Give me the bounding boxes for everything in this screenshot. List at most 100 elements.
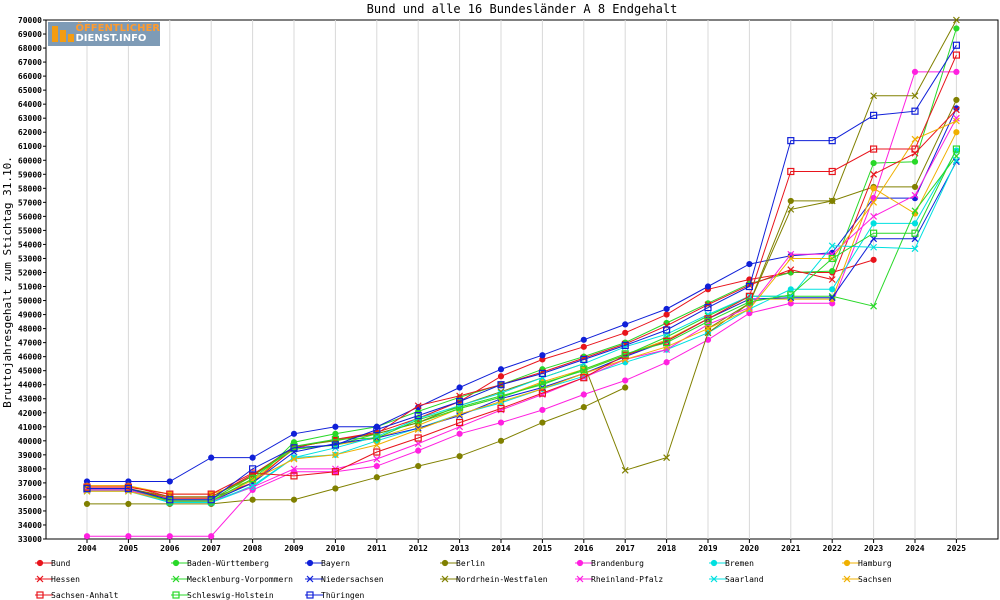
data-point bbox=[828, 242, 836, 250]
y-tick-label: 33000 bbox=[18, 535, 42, 544]
data-point bbox=[166, 533, 173, 540]
data-point bbox=[331, 441, 339, 449]
data-point bbox=[787, 167, 795, 176]
data-point bbox=[538, 369, 547, 378]
y-tick-label: 45000 bbox=[18, 367, 42, 376]
data-point bbox=[538, 385, 546, 393]
legend-marker bbox=[36, 575, 44, 583]
data-point bbox=[911, 191, 919, 199]
y-tick-label: 40000 bbox=[18, 437, 42, 446]
data-point bbox=[870, 243, 878, 251]
y-tick-label: 64000 bbox=[18, 100, 42, 109]
data-point bbox=[497, 404, 505, 413]
data-point bbox=[870, 185, 877, 192]
series-sachsen-anhalt bbox=[83, 51, 961, 498]
data-point bbox=[539, 352, 546, 359]
data-point bbox=[290, 465, 298, 473]
data-point bbox=[663, 454, 671, 462]
data-point bbox=[249, 496, 256, 503]
y-tick-label: 37000 bbox=[18, 479, 42, 488]
y-tick-label: 46000 bbox=[18, 353, 42, 362]
data-point bbox=[870, 212, 878, 220]
data-point bbox=[828, 137, 836, 145]
series-line bbox=[87, 44, 957, 501]
data-point bbox=[911, 107, 919, 115]
legend-item: Thüringen bbox=[305, 591, 365, 600]
data-point bbox=[787, 266, 795, 274]
data-point bbox=[332, 485, 339, 492]
legend-marker bbox=[843, 559, 851, 567]
data-point bbox=[125, 500, 132, 508]
data-point bbox=[828, 276, 836, 283]
data-point bbox=[953, 129, 960, 136]
data-point bbox=[456, 397, 464, 406]
x-tick-label: 2016 bbox=[574, 544, 593, 553]
data-point bbox=[373, 455, 381, 463]
data-point bbox=[124, 484, 133, 493]
data-point bbox=[331, 468, 339, 476]
data-point bbox=[208, 533, 215, 540]
legend-marker bbox=[441, 559, 449, 567]
data-point bbox=[373, 462, 380, 470]
legend-marker bbox=[306, 575, 314, 583]
data-point bbox=[745, 298, 754, 306]
data-point bbox=[745, 305, 753, 313]
data-point bbox=[870, 198, 878, 206]
data-point bbox=[663, 343, 671, 351]
data-point bbox=[870, 235, 878, 243]
data-point bbox=[952, 156, 960, 164]
data-point bbox=[249, 483, 257, 491]
data-point bbox=[414, 440, 422, 448]
data-point bbox=[911, 183, 919, 191]
legend-label: Baden-Württemberg bbox=[187, 559, 269, 568]
legend-marker bbox=[172, 575, 180, 583]
x-tick-label: 2005 bbox=[119, 544, 138, 553]
data-point bbox=[870, 170, 878, 178]
legend-item: Brandenburg bbox=[575, 559, 644, 568]
data-point bbox=[704, 325, 712, 333]
plot-area: 2004 2005 2006 2007 2008 2009 2010 2011 2012 2013… bbox=[18, 16, 999, 553]
legend-item: Hamburg bbox=[842, 559, 892, 568]
legend-item: Baden-Württemberg bbox=[171, 559, 269, 568]
data-point bbox=[456, 418, 464, 427]
data-point bbox=[456, 410, 464, 418]
data-point bbox=[621, 350, 629, 358]
data-point bbox=[125, 533, 132, 540]
data-point bbox=[663, 359, 670, 366]
y-tick-label: 57000 bbox=[18, 198, 42, 207]
data-point bbox=[208, 454, 215, 461]
data-point bbox=[869, 229, 878, 237]
y-tick-label: 61000 bbox=[18, 142, 42, 151]
data-point bbox=[538, 389, 547, 397]
legend-label: Saarland bbox=[725, 575, 764, 584]
data-point bbox=[290, 430, 298, 437]
data-point bbox=[373, 434, 381, 442]
logo-text-line2: DIENST.INFO bbox=[75, 33, 147, 44]
data-point bbox=[580, 336, 587, 343]
data-point bbox=[870, 256, 877, 263]
legend-item: Rheinland-Pfalz bbox=[575, 575, 663, 584]
data-point bbox=[745, 282, 754, 291]
data-point bbox=[580, 374, 588, 382]
y-tick-label: 52000 bbox=[18, 268, 42, 277]
x-tick-label: 2008 bbox=[243, 544, 262, 553]
data-point bbox=[952, 16, 960, 24]
x-tick-label: 2023 bbox=[864, 544, 883, 553]
data-point bbox=[787, 205, 795, 213]
legend-label: Bayern bbox=[321, 559, 350, 568]
data-point bbox=[828, 254, 836, 263]
data-point bbox=[952, 145, 961, 153]
data-point bbox=[621, 356, 629, 363]
legend-label: Mecklenburg-Vorpommern bbox=[187, 575, 293, 584]
data-point bbox=[621, 341, 629, 350]
data-point bbox=[414, 416, 422, 424]
data-point bbox=[580, 365, 588, 373]
data-point bbox=[828, 167, 836, 176]
y-tick-label: 44000 bbox=[18, 381, 42, 390]
data-point bbox=[580, 343, 587, 350]
data-point bbox=[663, 311, 670, 318]
y-tick-label: 56000 bbox=[18, 212, 42, 221]
legend-marker bbox=[441, 575, 449, 583]
data-point bbox=[332, 423, 339, 430]
data-point bbox=[414, 426, 422, 434]
